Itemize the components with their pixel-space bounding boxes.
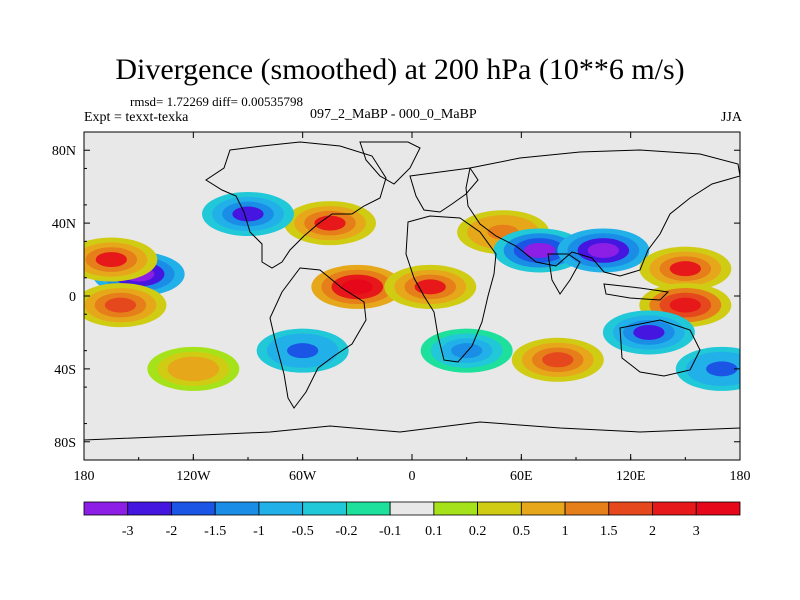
- colorbar-label: 3: [693, 524, 700, 539]
- colorbar-label: 1.5: [600, 524, 618, 539]
- field-contour: [669, 297, 701, 313]
- field-contour: [287, 343, 319, 359]
- field-contour: [314, 215, 346, 231]
- field-feature: [420, 328, 513, 373]
- colorbar-swatch: [214, 501, 260, 516]
- field-contour: [451, 343, 483, 359]
- field-contour: [341, 279, 373, 295]
- colorbar-swatch: [477, 501, 522, 516]
- field-contour: [104, 297, 137, 313]
- colorbar-swatch: [83, 501, 129, 516]
- x-tick-label: 60W: [289, 469, 317, 484]
- colorbar-swatch: [345, 501, 391, 516]
- colorbar-label: -0.5: [292, 524, 314, 539]
- field-contour: [414, 279, 446, 295]
- colorbar-label: -3: [122, 524, 134, 539]
- field-feature: [284, 201, 376, 246]
- colorbar-swatch: [695, 501, 741, 516]
- colorbar-swatch: [652, 501, 697, 516]
- colorbar-label: -2: [166, 524, 178, 539]
- field-contour: [232, 206, 264, 222]
- x-tick-label: 0: [409, 469, 416, 484]
- x-tick-label: 120E: [616, 469, 646, 484]
- field-contour: [177, 361, 209, 377]
- field-contour: [523, 242, 556, 258]
- x-tick-label: 180: [74, 469, 95, 484]
- field-contour: [669, 261, 701, 277]
- colorbar-swatch: [302, 501, 347, 516]
- colorbar-label: -1.5: [204, 524, 226, 539]
- colorbar-swatch: [389, 501, 435, 516]
- x-axis: 180 120W 60W 0 60E 120E 180: [74, 132, 751, 484]
- field-feature: [557, 228, 650, 273]
- colorbar-label: -0.1: [379, 524, 401, 539]
- field-feature: [675, 346, 740, 391]
- field-feature: [384, 264, 477, 309]
- experiment-label: Expt = texxt-texka: [84, 110, 189, 125]
- field-contour: [706, 361, 738, 377]
- field-contour: [542, 352, 574, 368]
- field-feature: [311, 264, 404, 309]
- plot-title: Divergence (smoothed) at 200 hPa (10**6 …: [115, 53, 685, 86]
- colorbar-label: -1: [253, 524, 265, 539]
- y-tick-label: 80N: [52, 144, 76, 159]
- colorbar-label: 1: [562, 524, 569, 539]
- field-contour: [95, 252, 127, 268]
- difference-label: 097_2_MaBP - 000_0_MaBP: [310, 107, 477, 122]
- field-feature: [602, 310, 695, 355]
- x-tick-label: 180: [730, 469, 751, 484]
- field-feature: [256, 328, 349, 373]
- colorbar-label: -0.2: [335, 524, 357, 539]
- colorbar-swatch: [433, 501, 479, 516]
- map-plot-area: [83, 131, 741, 461]
- colorbar-swatch: [127, 501, 172, 516]
- colorbar-swatch: [171, 501, 216, 516]
- divergence-field: [84, 192, 740, 391]
- x-tick-label: 120W: [176, 469, 211, 484]
- y-axis: 80N 40N 0 40S 80S: [52, 131, 740, 461]
- colorbar: -3 -2 -1.5 -1 -0.5 -0.2 -0.1 0.1 0.2 0.5 1 1.5 2 3: [83, 501, 741, 539]
- y-tick-label: 40S: [54, 363, 76, 378]
- field-feature: [84, 237, 158, 282]
- colorbar-label: 0.2: [469, 524, 487, 539]
- colorbar-swatch: [520, 501, 566, 516]
- field-feature: [202, 192, 294, 236]
- field-contour: [587, 242, 619, 258]
- colorbar-swatch: [258, 501, 304, 516]
- field-feature: [511, 337, 604, 382]
- colorbar-label: 2: [649, 524, 656, 539]
- y-tick-label: 80S: [54, 436, 76, 451]
- season-label: JJA: [720, 110, 742, 125]
- field-feature: [639, 246, 732, 291]
- y-tick-label: 0: [69, 290, 76, 305]
- coastlines: [84, 141, 740, 441]
- field-contour: [633, 324, 665, 340]
- y-tick-label: 40N: [52, 217, 76, 232]
- colorbar-label: 0.1: [425, 524, 443, 539]
- field-feature: [84, 283, 167, 328]
- colorbar-swatch: [564, 501, 610, 516]
- field-feature: [493, 228, 586, 273]
- stats-label: rmsd= 1.72269 diff= 0.00535798: [130, 94, 303, 109]
- field-feature: [147, 346, 240, 391]
- colorbar-label: 0.5: [513, 524, 531, 539]
- colorbar-swatch: [608, 501, 653, 516]
- x-tick-label: 60E: [510, 469, 533, 484]
